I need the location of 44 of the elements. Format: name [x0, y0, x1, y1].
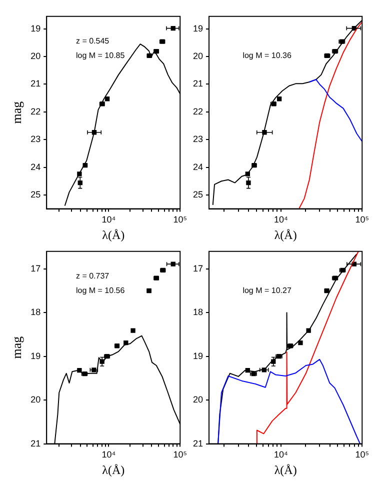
- x-tick-label: 10⁵: [355, 450, 370, 460]
- x-axis-title: λ(Å): [102, 228, 125, 242]
- y-tick-label: 20: [30, 51, 41, 62]
- y-tick-label: 21: [192, 438, 204, 448]
- y-tick-label: 19: [30, 350, 41, 361]
- x-axis-title: λ(Å): [274, 228, 297, 242]
- x-tick-label: 10⁴: [274, 450, 288, 460]
- y-tick-label: 20: [192, 394, 204, 405]
- y-tick-label: 23: [192, 134, 204, 144]
- x-tick-label: 10⁴: [274, 214, 288, 225]
- y-tick-label: 22: [30, 106, 41, 116]
- y-axis-title: mag: [9, 100, 24, 124]
- y-tick-label: 25: [30, 189, 41, 200]
- x-tick-label: 10⁵: [173, 450, 188, 460]
- y-tick-label: 18: [30, 307, 41, 318]
- annotation: log M = 10.85: [76, 51, 126, 60]
- annotation: z = 0.737: [76, 272, 110, 281]
- x-tick-label: 10⁴: [102, 214, 116, 225]
- y-tick-label: 19: [30, 23, 41, 34]
- annotation: log M = 10.56: [76, 286, 126, 296]
- y-tick-label: 18: [192, 307, 204, 318]
- x-axis-title: λ(Å): [274, 462, 297, 477]
- annotation: log M = 10.27: [242, 286, 292, 296]
- y-tick-label: 21: [30, 438, 41, 448]
- annotation: log M = 10.36: [242, 51, 292, 60]
- y-tick-label: 17: [30, 263, 41, 274]
- y-tick-label: 20: [30, 394, 41, 405]
- y-tick-label: 23: [30, 134, 41, 144]
- y-tick-label: 25: [192, 189, 204, 200]
- x-axis-title: λ(Å): [102, 462, 125, 477]
- y-tick-label: 21: [192, 78, 204, 89]
- y-axis-title: mag: [9, 336, 24, 359]
- y-tick-label: 24: [192, 162, 204, 172]
- y-tick-label: 24: [30, 162, 41, 172]
- y-tick-label: 21: [30, 78, 41, 89]
- annotation: z = 0.545: [76, 36, 110, 46]
- y-tick-label: 20: [192, 51, 204, 62]
- y-tick-label: 19: [192, 23, 204, 34]
- x-tick-label: 10⁵: [173, 214, 188, 225]
- x-tick-label: 10⁴: [102, 450, 116, 460]
- y-tick-label: 17: [192, 263, 204, 274]
- x-tick-label: 10⁵: [355, 214, 370, 225]
- y-tick-label: 22: [192, 106, 204, 116]
- y-tick-label: 19: [192, 350, 204, 361]
